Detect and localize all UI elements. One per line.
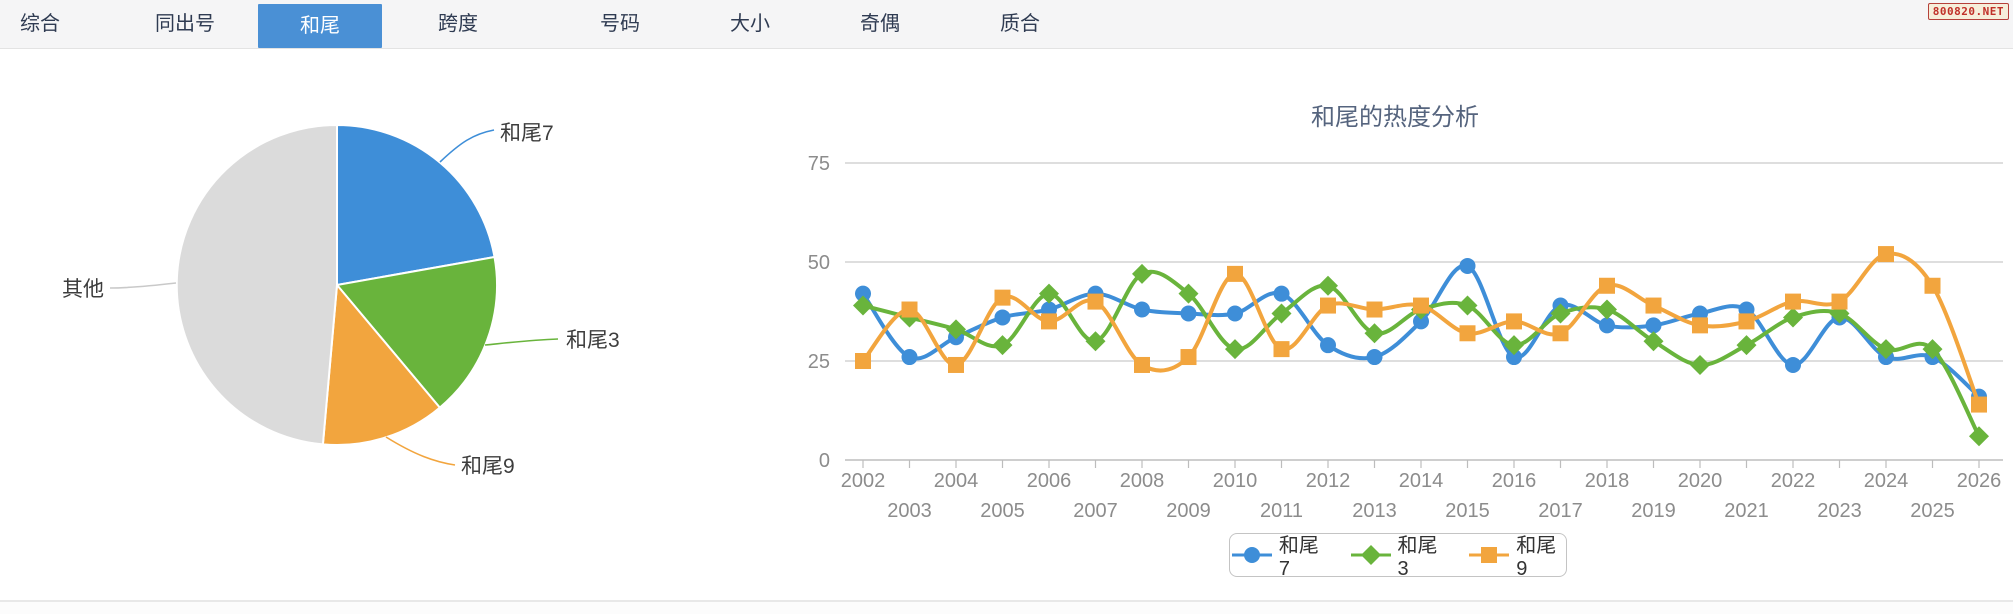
tab-item-4[interactable]: 号码 <box>600 13 640 35</box>
line-chart-title: 和尾的热度分析 <box>1311 104 1479 131</box>
line-chart: 0255075200220032004200520062007200820092… <box>808 153 2003 522</box>
series-line-0 <box>861 263 1981 399</box>
x-tick-label-2002: 2002 <box>841 470 886 492</box>
pie-slices <box>175 123 498 446</box>
tab-item-0[interactable]: 综合 <box>20 13 60 35</box>
x-axis: 2002200320042005200620072008200920102011… <box>841 460 2002 522</box>
series-0 <box>855 257 1987 405</box>
tab-bar: 综合 同出号 和尾 跨度 号码 大小 奇偶 质合 <box>0 0 2013 49</box>
pie-slice-3 <box>175 123 338 446</box>
pie-label-3: 其他 <box>62 278 104 301</box>
x-tick-label-2026: 2026 <box>1957 470 2002 492</box>
x-tick-label-2010: 2010 <box>1213 470 1258 492</box>
x-tick-label-2006: 2006 <box>1027 470 1072 492</box>
x-tick-label-2021: 2021 <box>1724 500 1769 522</box>
pie-leader-line-1 <box>484 338 559 346</box>
x-tick-label-2009: 2009 <box>1166 500 1211 522</box>
x-tick-label-2003: 2003 <box>887 500 932 522</box>
series-markers-0 <box>855 257 1987 405</box>
x-tick-label-2017: 2017 <box>1538 500 1583 522</box>
x-tick-label-2023: 2023 <box>1817 500 1862 522</box>
x-tick-label-2018: 2018 <box>1585 470 1630 492</box>
pie-leader-line-3 <box>109 282 177 289</box>
circle-marker-icon <box>1232 547 1272 563</box>
tab-item-7[interactable]: 质合 <box>1000 13 1040 35</box>
x-tick-label-2012: 2012 <box>1306 470 1351 492</box>
x-tick-label-2016: 2016 <box>1492 470 1537 492</box>
series-markers-1 <box>853 263 1989 447</box>
pie-chart: 和尾7 和尾3 和尾9 其他 <box>62 122 620 478</box>
pie-label-2: 和尾9 <box>461 455 515 478</box>
section-divider <box>0 600 2013 602</box>
series-2 <box>855 246 1987 413</box>
x-tick-label-2014: 2014 <box>1399 470 1444 492</box>
watermark-badge: 800820.NET <box>1927 3 2009 20</box>
chart-legend: 和尾7 和尾3 和尾9 <box>1229 533 1567 580</box>
legend-label-0: 和尾7 <box>1278 535 1319 580</box>
tab-item-2[interactable]: 和尾 <box>258 4 382 48</box>
pie-label-1: 和尾3 <box>566 329 620 352</box>
x-tick-label-2020: 2020 <box>1678 470 1723 492</box>
x-tick-label-2007: 2007 <box>1073 500 1118 522</box>
pie-slice-1 <box>335 255 498 410</box>
x-tick-label-2005: 2005 <box>980 500 1025 522</box>
legend-label-1: 和尾3 <box>1397 535 1438 580</box>
tab-item-6[interactable]: 奇偶 <box>860 13 900 35</box>
x-tick-label-2008: 2008 <box>1120 470 1165 492</box>
pie-slice-0 <box>336 123 496 287</box>
series-markers-2 <box>855 246 1987 413</box>
y-tick-label-0: 0 <box>819 450 830 472</box>
x-tick-label-2019: 2019 <box>1631 500 1676 522</box>
y-tick-label-50: 50 <box>808 252 830 274</box>
y-gridlines: 0 25 50 75 <box>808 153 2003 472</box>
legend-item-2[interactable]: 和尾9 <box>1467 529 1566 581</box>
x-tick-label-2024: 2024 <box>1864 470 1909 492</box>
legend-label-2: 和尾9 <box>1516 535 1557 580</box>
tab-item-3[interactable]: 跨度 <box>438 13 478 35</box>
pie-slice-2 <box>321 282 442 446</box>
y-tick-label-25: 25 <box>808 351 830 373</box>
pie-leader-line-0 <box>439 129 495 163</box>
pie-leader-line-2 <box>385 436 456 466</box>
y-tick-label-75: 75 <box>808 153 830 175</box>
pie-label-0: 和尾7 <box>500 122 554 145</box>
tab-item-1[interactable]: 同出号 <box>155 13 215 35</box>
x-tick-label-2022: 2022 <box>1771 470 1816 492</box>
x-tick-label-2015: 2015 <box>1445 500 1490 522</box>
series-line-1 <box>861 269 1981 439</box>
x-tick-label-2011: 2011 <box>1260 500 1303 522</box>
tab-item-5[interactable]: 大小 <box>730 13 770 35</box>
x-tick-label-2004: 2004 <box>934 470 979 492</box>
x-tick-label-2025: 2025 <box>1910 500 1955 522</box>
legend-item-1[interactable]: 和尾3 <box>1349 529 1448 581</box>
square-marker-icon <box>1469 547 1510 563</box>
legend-item-0[interactable]: 和尾7 <box>1230 529 1329 581</box>
series-1 <box>853 263 1989 447</box>
next-section-area <box>0 602 2013 614</box>
x-tick-label-2013: 2013 <box>1352 500 1397 522</box>
diamond-marker-icon <box>1350 545 1391 565</box>
